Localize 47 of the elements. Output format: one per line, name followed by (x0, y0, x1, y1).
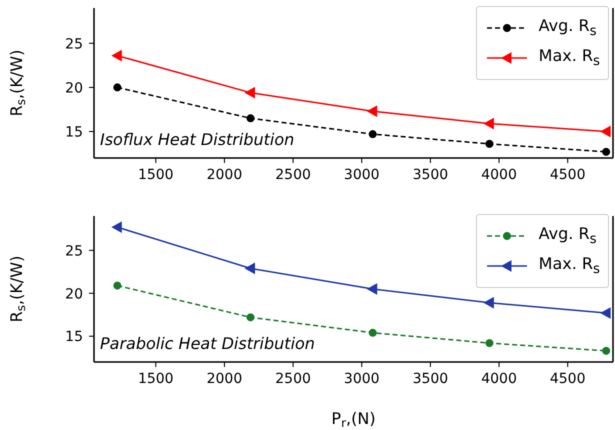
y-tick-label: 20 (65, 80, 83, 96)
point (368, 130, 377, 138)
x-tick-label: 4000 (481, 166, 517, 183)
x-tick-label: 1500 (138, 166, 174, 183)
x-tick-label: 2500 (275, 370, 311, 387)
legend-label: Avg. R$_{s}$ (538, 224, 597, 248)
x-tick-label: 4500 (550, 370, 586, 387)
annotation: Parabolic Heat Distribution (100, 334, 315, 354)
point (485, 140, 494, 148)
x-tick-label: 4500 (550, 166, 586, 183)
x-tick-label: 3000 (344, 166, 380, 183)
point (245, 87, 256, 98)
point (367, 106, 378, 117)
point (600, 126, 611, 138)
point (113, 83, 122, 92)
point (602, 148, 610, 156)
point (245, 262, 256, 274)
point (112, 222, 122, 233)
x-tick-label: 2000 (206, 370, 242, 387)
x-tick-label: 2000 (206, 166, 242, 183)
point (484, 297, 494, 308)
point (246, 313, 255, 322)
y-tick-label: 25 (65, 36, 83, 52)
point (485, 339, 494, 348)
x-tick-label: 3500 (412, 370, 448, 387)
x-tick-label: 4000 (481, 370, 517, 387)
legend-label: Max. R$_{s}$ (538, 46, 600, 70)
x-tick-label: 2500 (275, 166, 311, 183)
point (246, 114, 255, 122)
point (600, 308, 611, 319)
x-tick-label: 3000 (344, 370, 380, 387)
x-tick-label: 3500 (412, 166, 448, 183)
annotation: Isoflux Heat Distribution (100, 130, 294, 150)
x-axis-title: P$_{r}$,(N) (331, 409, 376, 430)
x-tick-label: 1500 (138, 370, 174, 387)
y-tick-label: 15 (65, 124, 83, 140)
point (602, 346, 610, 355)
point (484, 118, 494, 130)
point (113, 282, 122, 290)
legend-label: Avg. R$_{s}$ (538, 16, 597, 40)
y-tick-label: 25 (65, 243, 83, 260)
point (367, 284, 378, 294)
y-tick-label: 15 (65, 329, 83, 346)
point (112, 50, 122, 62)
point (368, 328, 377, 337)
legend-label: Max. R$_{s}$ (538, 254, 600, 278)
y-tick-label: 20 (65, 286, 83, 302)
